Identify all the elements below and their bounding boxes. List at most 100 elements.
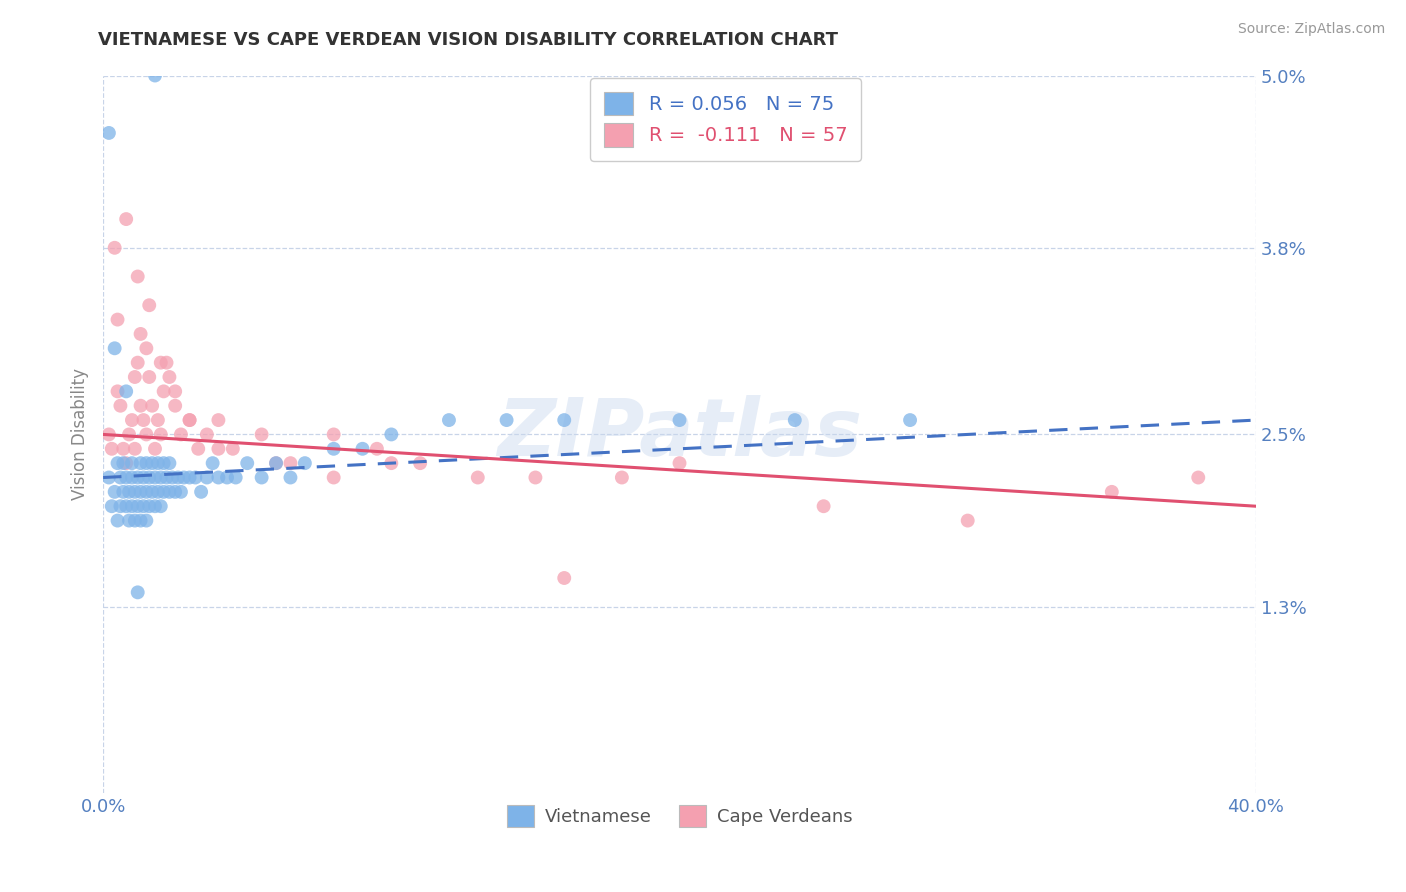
Point (215, 470, 238, 484)
Point (149, 500, 172, 514)
Point (165, 484, 187, 499)
Point (146, 484, 169, 499)
Point (115, 470, 138, 484)
Point (110, 399, 132, 413)
Text: VIETNAMESE VS CAPE VERDEAN VISION DISABILITY CORRELATION CHART: VIETNAMESE VS CAPE VERDEAN VISION DISABI… (98, 31, 838, 49)
Text: ZIPatlas: ZIPatlas (496, 395, 862, 474)
Point (190, 484, 212, 499)
Point (553, 413, 575, 427)
Point (118, 514, 141, 528)
Point (222, 442, 245, 456)
Point (495, 413, 517, 427)
Point (141, 484, 163, 499)
Point (294, 456, 316, 470)
Point (100, 500, 122, 514)
Point (187, 442, 209, 456)
Point (143, 442, 166, 456)
Point (322, 427, 344, 442)
Point (104, 341, 127, 355)
Point (179, 413, 201, 427)
Point (118, 484, 141, 499)
Point (264, 456, 287, 470)
Point (162, 470, 184, 484)
Point (121, 500, 143, 514)
Point (250, 470, 273, 484)
Point (132, 413, 155, 427)
Point (201, 456, 224, 470)
Point (127, 356, 149, 370)
Point (124, 484, 146, 499)
Point (1187, 470, 1209, 484)
Point (280, 456, 302, 470)
Point (409, 456, 432, 470)
Point (129, 484, 152, 499)
Point (129, 326, 152, 341)
Point (236, 456, 259, 470)
Point (149, 470, 172, 484)
Point (668, 456, 690, 470)
Point (157, 456, 180, 470)
Point (173, 470, 195, 484)
Point (138, 470, 160, 484)
Point (138, 370, 160, 384)
Point (112, 484, 135, 499)
Point (129, 399, 152, 413)
Point (170, 484, 193, 499)
Point (352, 442, 374, 456)
Point (152, 456, 174, 470)
Point (121, 456, 143, 470)
Point (143, 69, 166, 83)
Point (129, 514, 152, 528)
Point (170, 427, 193, 442)
Point (100, 442, 122, 456)
Point (553, 571, 575, 585)
Point (138, 500, 160, 514)
Point (280, 470, 302, 484)
Point (149, 427, 172, 442)
Point (467, 470, 489, 484)
Point (135, 341, 157, 355)
Point (127, 500, 149, 514)
Legend: Vietnamese, Cape Verdeans: Vietnamese, Cape Verdeans (499, 798, 859, 835)
Point (152, 384, 174, 399)
Point (157, 370, 180, 384)
Point (146, 413, 169, 427)
Point (135, 456, 157, 470)
Point (132, 470, 155, 484)
Point (366, 442, 388, 456)
Point (322, 442, 344, 456)
Point (115, 456, 138, 470)
Point (813, 500, 835, 514)
Point (127, 269, 149, 284)
Point (155, 470, 177, 484)
Point (112, 456, 135, 470)
Point (107, 312, 129, 326)
Point (115, 384, 138, 399)
Point (207, 413, 229, 427)
Point (956, 514, 979, 528)
Point (104, 484, 127, 499)
Point (322, 470, 344, 484)
Point (380, 456, 402, 470)
Point (107, 384, 129, 399)
Point (155, 356, 177, 370)
Point (207, 442, 229, 456)
Point (179, 470, 201, 484)
Point (124, 514, 146, 528)
Point (110, 470, 132, 484)
Point (195, 427, 218, 442)
Point (149, 356, 172, 370)
Point (141, 456, 163, 470)
Point (179, 413, 201, 427)
Point (135, 427, 157, 442)
Y-axis label: Vision Disability: Vision Disability (72, 368, 89, 500)
Point (264, 456, 287, 470)
Point (610, 470, 633, 484)
Point (121, 470, 143, 484)
Point (104, 241, 127, 255)
Point (97, 470, 120, 484)
Point (107, 456, 129, 470)
Point (124, 370, 146, 384)
Point (138, 298, 160, 312)
Point (783, 413, 806, 427)
